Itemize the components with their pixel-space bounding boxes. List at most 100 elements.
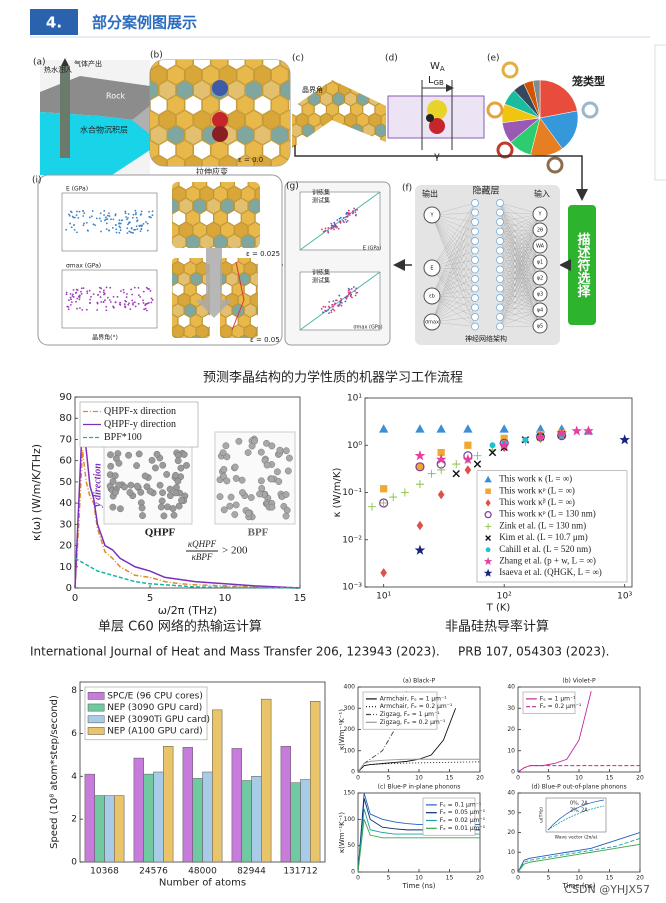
cage-pie <box>486 61 599 174</box>
hexagon <box>199 186 214 202</box>
hexagon <box>236 155 254 166</box>
label: Rock <box>106 92 125 101</box>
mini-dot <box>146 229 149 232</box>
mini-dot <box>135 216 138 219</box>
mini-dot <box>112 218 115 221</box>
mini-dot <box>70 301 73 304</box>
mini-dot <box>142 290 145 293</box>
marker <box>619 434 630 445</box>
y-tick-label: 2 <box>71 815 77 825</box>
hexagon <box>234 222 249 238</box>
node-label: φ4 <box>537 308 543 314</box>
hexagon <box>326 102 339 117</box>
hexagon <box>280 110 290 130</box>
mini-dot <box>76 297 79 300</box>
annotation: κQHPF <box>188 539 217 549</box>
edge <box>431 202 476 269</box>
marker <box>378 424 389 433</box>
hexagon <box>178 293 191 307</box>
series-line <box>517 832 641 873</box>
y-tick-label: 10 <box>59 562 72 573</box>
hidden-node <box>496 218 504 226</box>
mini-dot <box>150 216 152 219</box>
atom <box>135 450 143 458</box>
mini-dot <box>348 212 351 215</box>
bar <box>153 771 164 863</box>
mini-dot <box>67 213 70 216</box>
mini-dot <box>130 288 133 291</box>
y-tick-label: 150 <box>344 790 356 797</box>
y-tick-label: 40 <box>507 684 515 691</box>
hexagon <box>245 60 263 70</box>
atom <box>163 471 171 478</box>
mini-dot <box>78 298 81 301</box>
marker <box>415 462 425 472</box>
atom <box>174 457 182 465</box>
edge <box>431 202 476 323</box>
mini-dot <box>345 212 348 215</box>
edge <box>431 267 476 318</box>
label: 隐藏层 <box>472 185 499 197</box>
mini-dot <box>96 302 99 305</box>
mini-dot <box>142 299 144 302</box>
hexagon <box>227 234 242 248</box>
mini-dot <box>330 309 333 312</box>
marker <box>435 453 447 464</box>
side-box <box>654 44 666 181</box>
mini-dot <box>82 287 85 290</box>
mini-dot <box>70 211 73 214</box>
label: ε = 0.0 <box>238 156 263 164</box>
legend-label: QHPF-y direction <box>104 419 176 430</box>
edge <box>431 214 476 308</box>
edge <box>431 288 476 323</box>
legend-frame <box>362 691 438 730</box>
atom <box>125 451 132 459</box>
y-tick-label: 10¹ <box>347 394 362 404</box>
atom <box>170 511 178 519</box>
hexagon <box>288 65 290 85</box>
axis-label: σmax (GPa) <box>353 325 382 331</box>
x-tick-label: 0 <box>516 875 520 882</box>
mini-dot <box>137 286 140 289</box>
hexagon <box>184 261 197 276</box>
atom <box>183 461 190 469</box>
hexagon <box>172 303 185 318</box>
bar <box>202 771 213 863</box>
mini-dot <box>140 224 142 227</box>
edge <box>431 214 476 289</box>
mini-dot <box>99 296 102 298</box>
citation: International Journal of Heat and Mass T… <box>30 645 440 659</box>
mini-dot <box>108 299 111 301</box>
atom <box>172 471 179 479</box>
hexagon <box>232 261 245 276</box>
mini-dot <box>100 287 103 290</box>
hexagon <box>234 182 249 190</box>
hidden-node <box>471 313 479 321</box>
hexagon <box>350 102 363 117</box>
legend-label: BPF*100 <box>104 432 142 443</box>
mini-dot <box>332 308 334 311</box>
x-axis-label: Time (ns) <box>562 882 596 890</box>
hexagon <box>314 102 327 117</box>
hexagon <box>167 155 185 166</box>
y-tick-label: 10⁰ <box>347 441 362 451</box>
mini-dot <box>356 209 358 211</box>
hexagon <box>288 95 290 115</box>
input-node <box>532 206 548 222</box>
marker <box>522 436 529 443</box>
series-line <box>357 819 480 873</box>
mini-dot <box>327 231 330 234</box>
inset-legend: 0%, 2A <box>570 801 588 807</box>
mini-dot <box>78 295 80 298</box>
hexagon <box>184 324 197 338</box>
edge <box>431 269 476 323</box>
atom <box>275 478 283 485</box>
hexagon <box>210 60 228 70</box>
mini-dot <box>131 299 134 302</box>
cage-icon <box>546 156 564 174</box>
legend-frame <box>84 686 208 741</box>
mini-dot <box>333 221 336 224</box>
chart-title: (c) Blue-P in-plane phonons <box>378 784 461 791</box>
panel-label: (e) <box>487 54 500 64</box>
